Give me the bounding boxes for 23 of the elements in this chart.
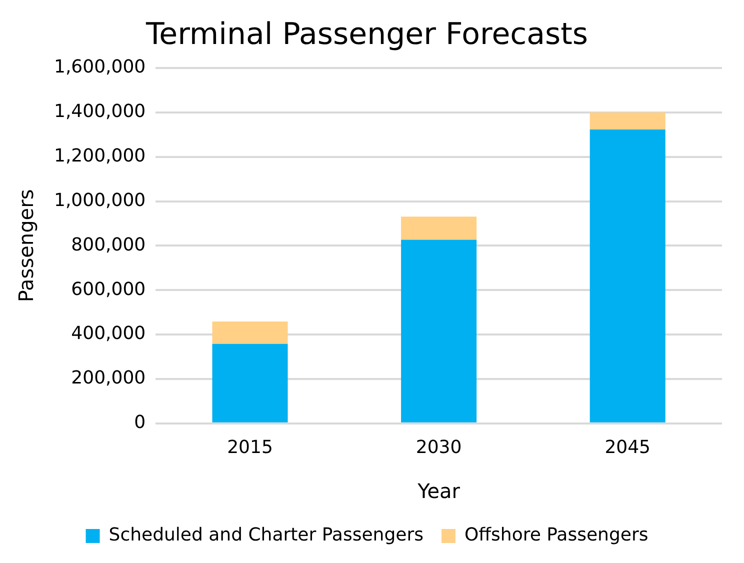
bar [590, 130, 666, 422]
bar [212, 344, 288, 422]
y-tick-label: 0 [134, 412, 146, 434]
bar [212, 321, 288, 344]
bar [401, 240, 477, 422]
y-tick-label: 1,200,000 [54, 146, 146, 167]
bar [590, 112, 666, 130]
legend-label: Scheduled and Charter Passengers [108, 524, 424, 546]
chart-title: Terminal Passenger Forecasts [144, 16, 588, 52]
y-tick-label: 1,000,000 [54, 190, 146, 211]
y-tick-label: 1,600,000 [54, 56, 146, 78]
legend-label: Offshore Passengers [464, 524, 648, 546]
y-axis-title: Passengers [14, 189, 38, 302]
y-tick-label: 200,000 [71, 368, 146, 389]
x-axis-title: Year [416, 479, 461, 504]
y-tick-label: 600,000 [71, 278, 146, 300]
y-tick-label: 800,000 [71, 234, 146, 256]
y-tick-label: 400,000 [71, 323, 146, 344]
x-tick-label: 2015 [227, 436, 273, 458]
x-tick-label: 2030 [416, 436, 462, 458]
bar [401, 216, 477, 240]
x-tick-label: 2045 [604, 436, 651, 458]
y-tick-label: 1,400,000 [54, 101, 146, 122]
